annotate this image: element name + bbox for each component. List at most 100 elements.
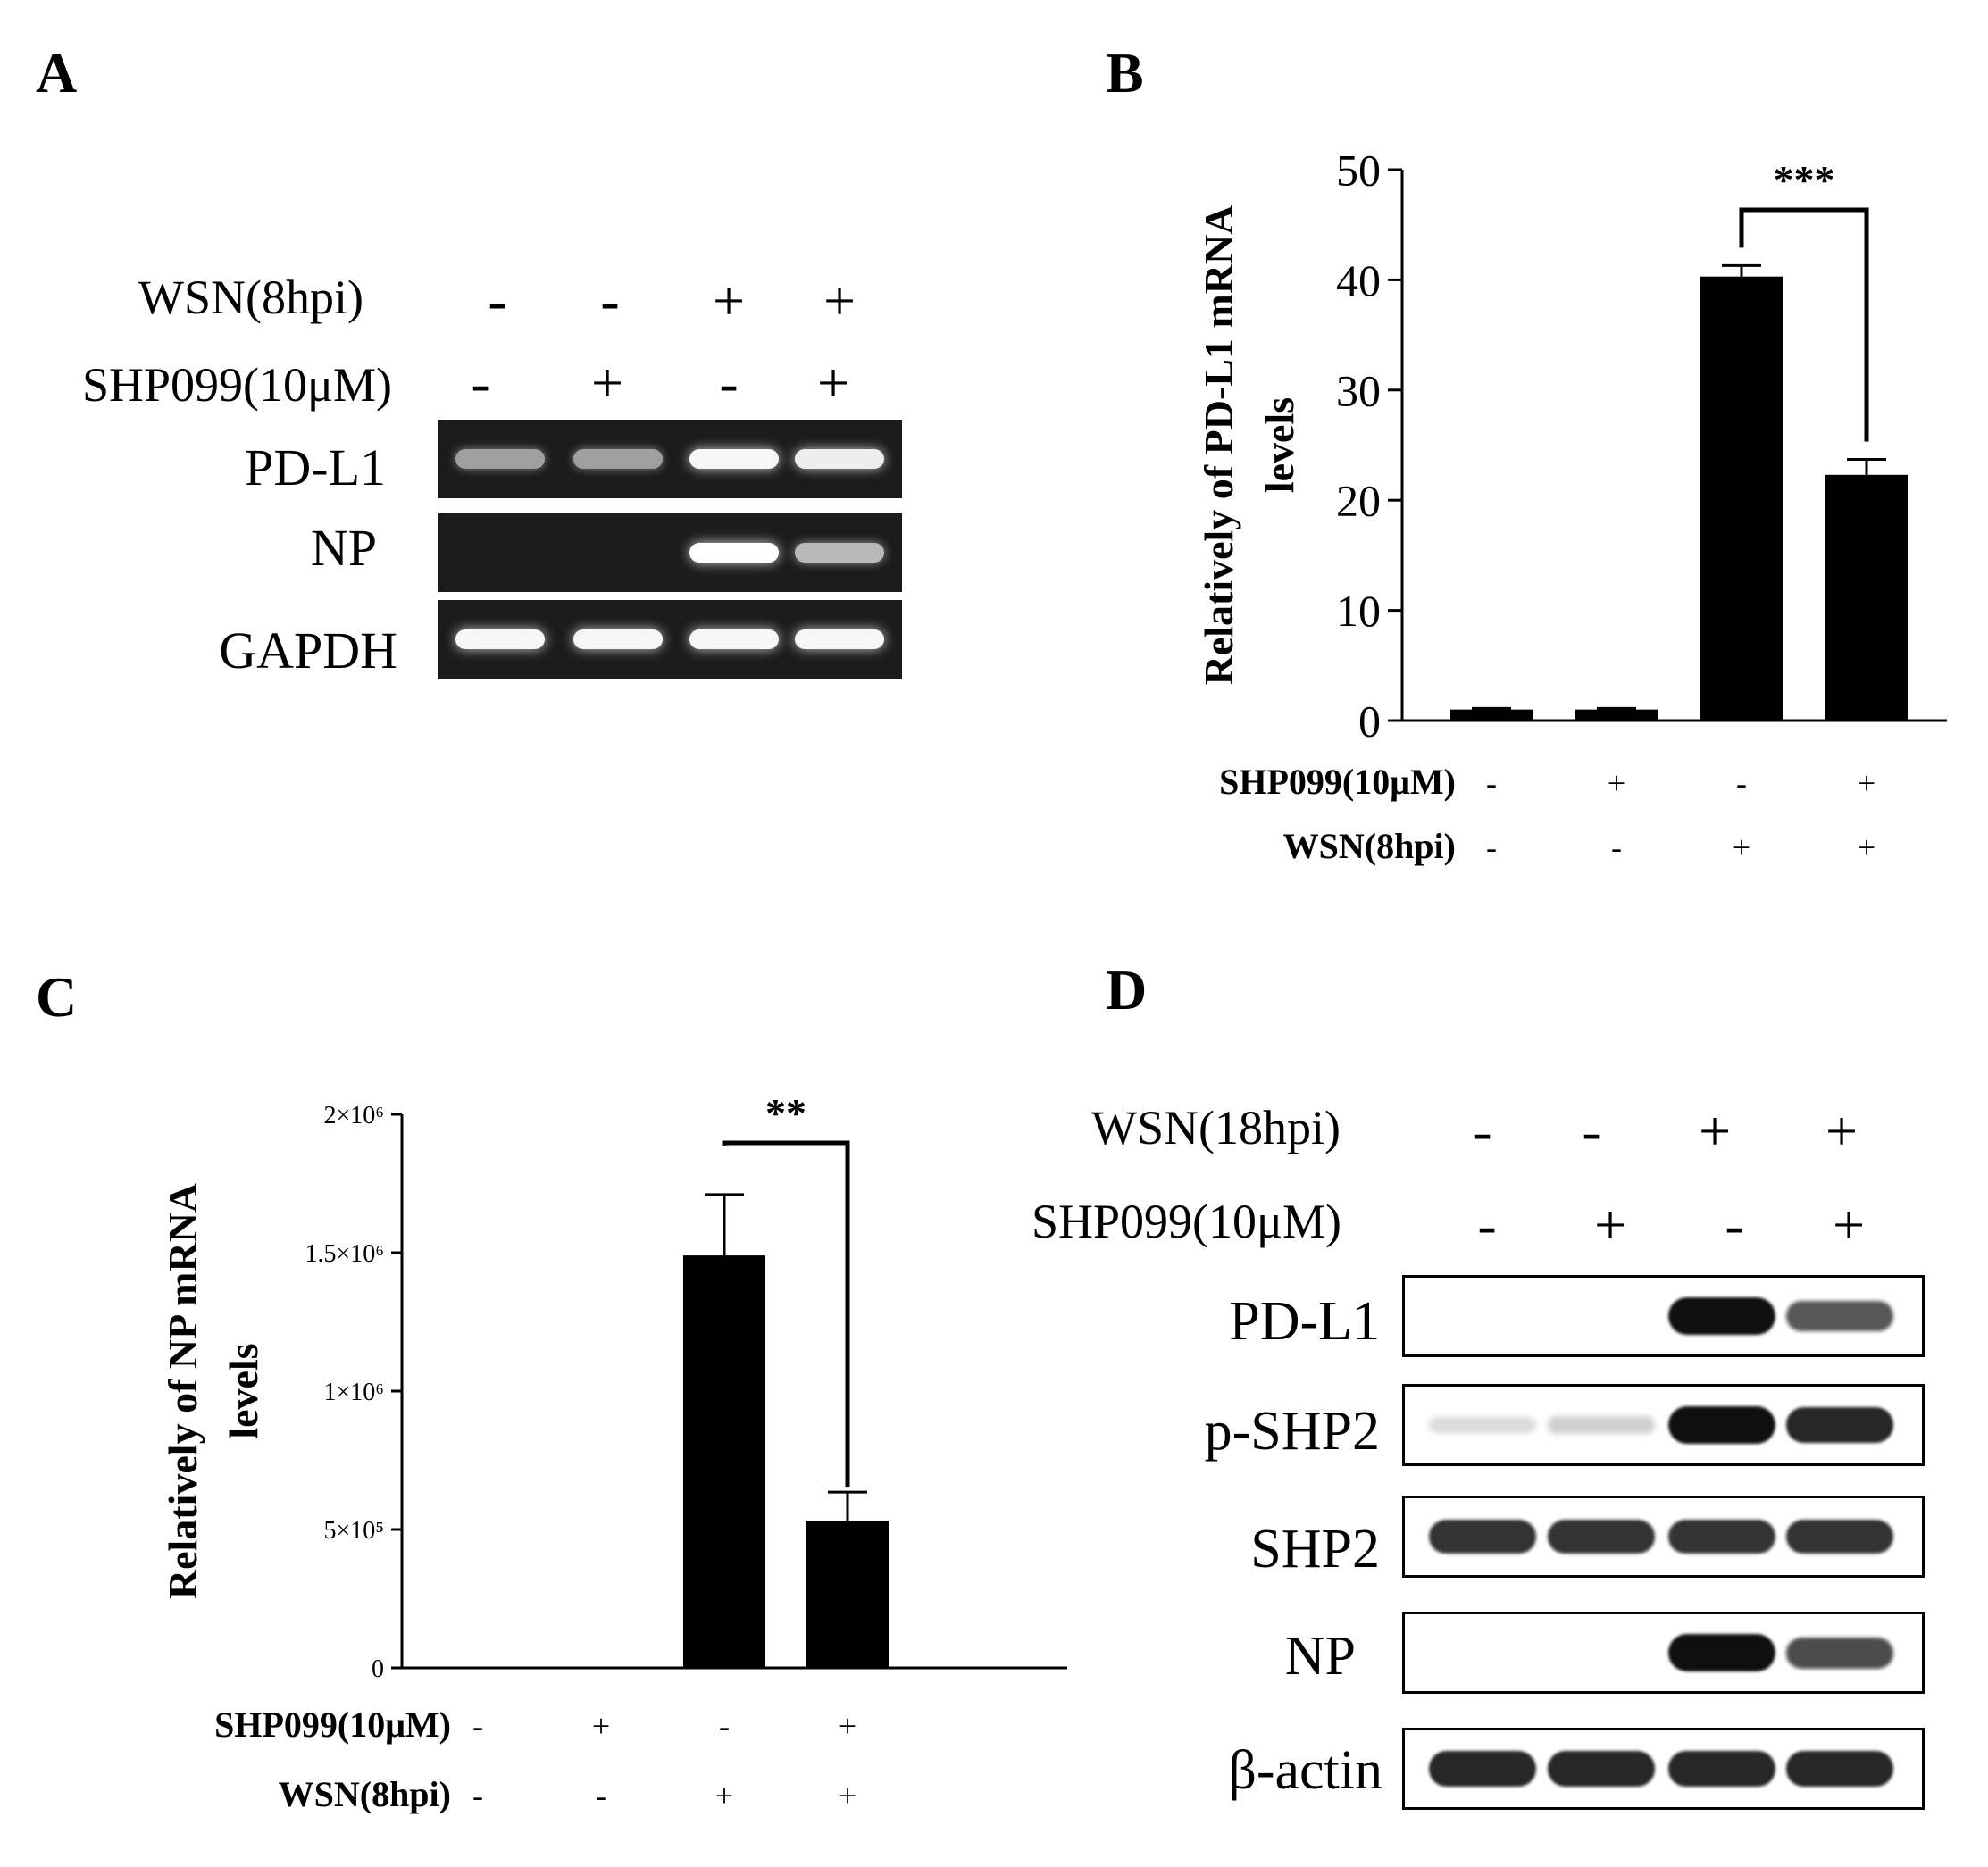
gel-row-label: NP — [310, 519, 377, 577]
bar — [1700, 276, 1783, 721]
blot-band — [1548, 1520, 1655, 1554]
panel-letter-b: B — [1106, 41, 1144, 104]
y-tick-label: 20 — [1336, 476, 1381, 526]
panel-letter-c: C — [36, 965, 78, 1029]
condition-sign: + — [715, 1778, 733, 1813]
sign: - — [488, 269, 507, 332]
sign: - — [719, 351, 739, 414]
blot-band — [1668, 1634, 1775, 1671]
sign: - — [1582, 1099, 1601, 1163]
condition-sign: + — [1733, 829, 1750, 865]
y-tick-label: 1×10⁶ — [323, 1379, 384, 1406]
blot-band — [1786, 1407, 1893, 1443]
gel-band — [795, 629, 884, 649]
blot-row-label: p-SHP2 — [1204, 1401, 1380, 1462]
significance-label: *** — [1774, 157, 1835, 203]
blot-band — [1548, 1751, 1655, 1787]
wsn-condition-label: WSN(8hpi) — [138, 271, 363, 324]
condition-sign: - — [1736, 765, 1747, 801]
blot-band — [1786, 1751, 1893, 1787]
gel-band — [795, 449, 884, 469]
bar — [806, 1521, 889, 1668]
condition-label: WSN(8hpi) — [279, 1774, 451, 1814]
bar — [1450, 709, 1533, 721]
sign: - — [600, 269, 620, 332]
sign: - — [1725, 1193, 1744, 1256]
gel-band — [795, 543, 884, 563]
sign: + — [1698, 1099, 1732, 1163]
y-tick-label: 10 — [1336, 586, 1381, 636]
condition-sign: + — [592, 1708, 610, 1744]
blot-band — [1429, 1520, 1536, 1554]
y-axis-label: levels — [221, 1343, 266, 1438]
y-tick-label: 30 — [1336, 365, 1381, 415]
y-tick-label: 40 — [1336, 255, 1381, 305]
blot-band — [1668, 1297, 1775, 1335]
y-axis-label: Relatively of PD-L1 mRNA — [1196, 205, 1241, 686]
blot-row-label: β-actin — [1228, 1740, 1382, 1801]
condition-sign: + — [1858, 765, 1875, 801]
blot-row-label: PD-L1 — [1229, 1291, 1380, 1352]
condition-label: SHP099(10μM) — [214, 1704, 451, 1745]
y-axis-label: levels — [1257, 397, 1302, 493]
blot-band — [1668, 1406, 1775, 1444]
blot-row-label: SHP2 — [1250, 1519, 1380, 1579]
gel-row-label: PD-L1 — [245, 438, 386, 496]
blot-band — [1429, 1751, 1536, 1787]
sign: - — [1477, 1193, 1497, 1256]
sign: + — [590, 351, 624, 414]
gel-band — [689, 629, 779, 649]
sign: + — [823, 269, 856, 332]
panel-letter-a: A — [36, 41, 78, 104]
blot-band — [1668, 1751, 1775, 1787]
sign: + — [1593, 1193, 1627, 1256]
shp099-condition-label: SHP099(10μM) — [1032, 1195, 1341, 1248]
y-axis-label: Relatively of NP mRNA — [160, 1183, 205, 1599]
sign: - — [1473, 1099, 1492, 1163]
condition-sign: - — [1486, 765, 1497, 801]
sign: + — [1832, 1193, 1866, 1256]
sign: - — [471, 351, 490, 414]
gel-band — [689, 449, 779, 469]
bar — [683, 1255, 765, 1668]
shp099-condition-label: SHP099(10μM) — [82, 358, 392, 412]
condition-sign: + — [839, 1708, 856, 1744]
blot-band — [1786, 1301, 1893, 1331]
gel-band — [689, 543, 779, 563]
condition-sign: - — [596, 1778, 606, 1813]
blot-band — [1429, 1416, 1536, 1434]
y-tick-label: 5×10⁵ — [323, 1517, 384, 1545]
significance-label: ** — [765, 1090, 806, 1136]
condition-label: WSN(8hpi) — [1283, 826, 1456, 866]
sign: + — [712, 269, 746, 332]
y-tick-label: 2×10⁶ — [323, 1102, 384, 1129]
blot-band — [1668, 1520, 1775, 1554]
bar — [1575, 709, 1658, 721]
condition-sign: - — [719, 1708, 730, 1744]
condition-sign: - — [472, 1778, 483, 1813]
significance-bracket — [1739, 207, 1869, 442]
gel-band — [573, 629, 663, 649]
y-tick-label: 50 — [1336, 146, 1381, 196]
y-tick-label: 0 — [1358, 696, 1381, 746]
condition-label: SHP099(10μM) — [1219, 762, 1456, 802]
gel-band — [573, 449, 663, 469]
gel-band — [455, 449, 545, 469]
blot-row-label: NP — [1284, 1626, 1356, 1687]
wsn-condition-label: WSN(18hpi) — [1091, 1101, 1341, 1154]
significance-bracket — [722, 1140, 850, 1488]
gel-row-label: GAPDH — [219, 621, 397, 679]
sign: + — [816, 351, 850, 414]
bar — [1825, 474, 1908, 721]
blot-band — [1786, 1637, 1893, 1669]
blot-band — [1786, 1520, 1893, 1554]
gel-band — [455, 629, 545, 649]
y-tick-label: 1.5×10⁶ — [305, 1240, 384, 1268]
sign: + — [1825, 1099, 1859, 1163]
chart-c: 0 5×10⁵ 1×10⁶ 1.5×10⁶ 2×10⁶ Relatively of NP … — [160, 1090, 1067, 1814]
blot-band — [1548, 1416, 1655, 1434]
condition-sign: - — [1486, 829, 1497, 865]
condition-sign: - — [472, 1708, 483, 1744]
y-tick-label: 0 — [372, 1655, 384, 1683]
condition-sign: - — [1611, 829, 1622, 865]
